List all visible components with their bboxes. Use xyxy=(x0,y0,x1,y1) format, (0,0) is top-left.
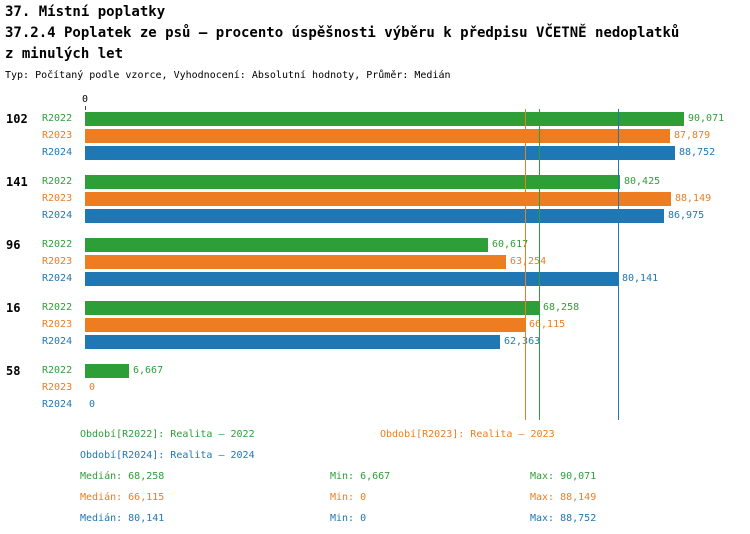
bar-value-label: 80,425 xyxy=(624,176,661,187)
series-row-label: R2022 xyxy=(42,239,73,250)
bar-value-label: 66,115 xyxy=(529,319,566,330)
legend-item-r2024: Období[R2024]: Realita – 2024 xyxy=(80,450,255,461)
bar-value-label: 68,258 xyxy=(543,302,580,313)
stat-max-r2024: Max: 88,752 xyxy=(530,513,597,524)
bar-chart: 0 102 R2022 90,071 R2023 87,879 R2024 88,752 14… xyxy=(0,94,750,426)
axis-tick xyxy=(85,106,86,110)
bar-value-label: 86,975 xyxy=(668,210,705,221)
stat-min-r2024: Min: 0 xyxy=(330,513,367,524)
group-label: 58 xyxy=(6,364,21,378)
bar-value-label: 0 xyxy=(89,382,96,393)
bar-value-label: 63,254 xyxy=(510,256,547,267)
subtitle-line-2: z minulých let xyxy=(5,46,124,62)
bar xyxy=(85,192,671,206)
bar xyxy=(85,129,670,143)
subtitle-line-1: 37.2.4 Poplatek ze psů – procento úspěšn… xyxy=(5,25,680,41)
series-row-label: R2023 xyxy=(42,382,73,393)
median-line xyxy=(539,109,540,420)
bar-value-label: 90,071 xyxy=(688,113,725,124)
series-row-label: R2024 xyxy=(42,210,73,221)
bar xyxy=(85,335,500,349)
bar xyxy=(85,301,539,315)
bar-value-label: 0 xyxy=(89,399,96,410)
median-line xyxy=(618,109,619,420)
stat-min-r2022: Min: 6,667 xyxy=(330,471,391,482)
stat-max-r2023: Max: 88,149 xyxy=(530,492,597,503)
stat-median-r2023: Medián: 66,115 xyxy=(80,492,165,503)
legend-item-r2023: Období[R2023]: Realita – 2023 xyxy=(380,429,555,440)
bar xyxy=(85,112,684,126)
bar-value-label: 88,752 xyxy=(679,147,716,158)
series-row-label: R2022 xyxy=(42,176,73,187)
series-row-label: R2022 xyxy=(42,365,73,376)
series-row-label: R2024 xyxy=(42,399,73,410)
series-row-label: R2023 xyxy=(42,319,73,330)
series-row-label: R2023 xyxy=(42,130,73,141)
series-row-label: R2022 xyxy=(42,302,73,313)
bar xyxy=(85,146,675,160)
bar xyxy=(85,364,129,378)
series-row-label: R2023 xyxy=(42,193,73,204)
chart-meta: Typ: Počítaný podle vzorce, Vyhodnocení:… xyxy=(5,70,451,81)
series-row-label: R2023 xyxy=(42,256,73,267)
stat-max-r2022: Max: 90,071 xyxy=(530,471,597,482)
stat-median-r2024: Medián: 80,141 xyxy=(80,513,165,524)
bar xyxy=(85,238,488,252)
bar xyxy=(85,209,664,223)
axis-zero-label: 0 xyxy=(81,94,89,105)
group-label: 96 xyxy=(6,238,21,252)
bar xyxy=(85,272,618,286)
group-label: 141 xyxy=(6,175,28,189)
stat-median-r2022: Medián: 68,258 xyxy=(80,471,165,482)
group-label: 16 xyxy=(6,301,21,315)
bar xyxy=(85,175,620,189)
legend-item-r2022: Období[R2022]: Realita – 2022 xyxy=(80,429,255,440)
bar xyxy=(85,318,525,332)
bar-value-label: 80,141 xyxy=(622,273,659,284)
median-line xyxy=(525,109,526,420)
page-title: 37. Místní poplatky xyxy=(5,4,166,20)
series-row-label: R2024 xyxy=(42,147,73,158)
bar-value-label: 87,879 xyxy=(674,130,711,141)
bar-value-label: 88,149 xyxy=(675,193,712,204)
stat-min-r2023: Min: 0 xyxy=(330,492,367,503)
series-row-label: R2022 xyxy=(42,113,73,124)
bar-value-label: 6,667 xyxy=(133,365,164,376)
group-label: 102 xyxy=(6,112,28,126)
bar-value-label: 60,617 xyxy=(492,239,529,250)
bar-value-label: 62,363 xyxy=(504,336,541,347)
series-row-label: R2024 xyxy=(42,336,73,347)
bar xyxy=(85,255,506,269)
series-row-label: R2024 xyxy=(42,273,73,284)
